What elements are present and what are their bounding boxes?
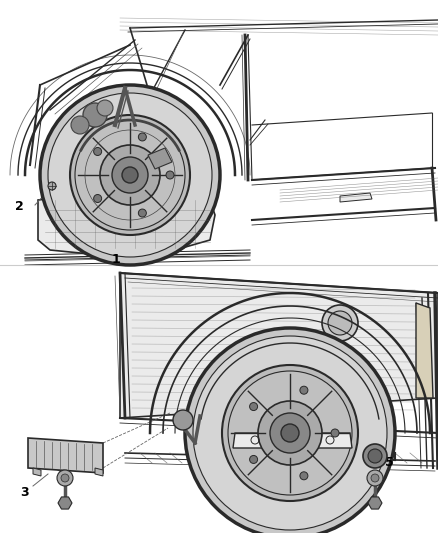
Polygon shape: [148, 148, 172, 169]
Circle shape: [57, 470, 73, 486]
Circle shape: [222, 365, 358, 501]
Circle shape: [61, 474, 69, 482]
Polygon shape: [340, 193, 372, 202]
Circle shape: [112, 157, 148, 193]
Circle shape: [300, 386, 308, 394]
Text: 08: 08: [80, 177, 89, 183]
Polygon shape: [95, 468, 103, 476]
Circle shape: [71, 116, 89, 134]
Circle shape: [75, 120, 185, 230]
Polygon shape: [28, 438, 103, 473]
Circle shape: [250, 402, 258, 410]
Circle shape: [270, 413, 310, 453]
Polygon shape: [368, 497, 382, 509]
Circle shape: [40, 85, 220, 265]
Polygon shape: [38, 195, 215, 255]
Circle shape: [83, 103, 107, 127]
Circle shape: [48, 93, 212, 257]
Circle shape: [368, 449, 382, 463]
Text: 1: 1: [112, 253, 121, 266]
Circle shape: [122, 167, 138, 183]
Circle shape: [138, 133, 146, 141]
Polygon shape: [233, 433, 352, 448]
Text: 2: 2: [15, 200, 24, 213]
Circle shape: [371, 474, 379, 482]
Circle shape: [258, 401, 322, 465]
Circle shape: [138, 209, 146, 217]
Polygon shape: [58, 497, 72, 509]
Text: 3: 3: [20, 486, 28, 499]
Circle shape: [185, 328, 395, 533]
Circle shape: [281, 424, 299, 442]
Circle shape: [100, 145, 160, 205]
Circle shape: [300, 472, 308, 480]
Circle shape: [193, 336, 387, 530]
Circle shape: [367, 470, 383, 486]
Circle shape: [328, 311, 352, 335]
Circle shape: [250, 456, 258, 464]
Circle shape: [94, 148, 102, 156]
Circle shape: [173, 410, 193, 430]
Circle shape: [322, 305, 358, 341]
Polygon shape: [416, 303, 433, 398]
Circle shape: [70, 115, 190, 235]
Circle shape: [166, 171, 174, 179]
Circle shape: [228, 371, 352, 495]
Text: 5: 5: [385, 456, 394, 469]
Circle shape: [94, 195, 102, 203]
Polygon shape: [120, 273, 438, 418]
Text: 5: 5: [42, 456, 51, 469]
Circle shape: [363, 444, 387, 468]
Circle shape: [331, 429, 339, 437]
Circle shape: [97, 100, 113, 116]
Polygon shape: [33, 468, 41, 476]
Text: 4: 4: [305, 462, 314, 475]
Circle shape: [48, 182, 56, 190]
